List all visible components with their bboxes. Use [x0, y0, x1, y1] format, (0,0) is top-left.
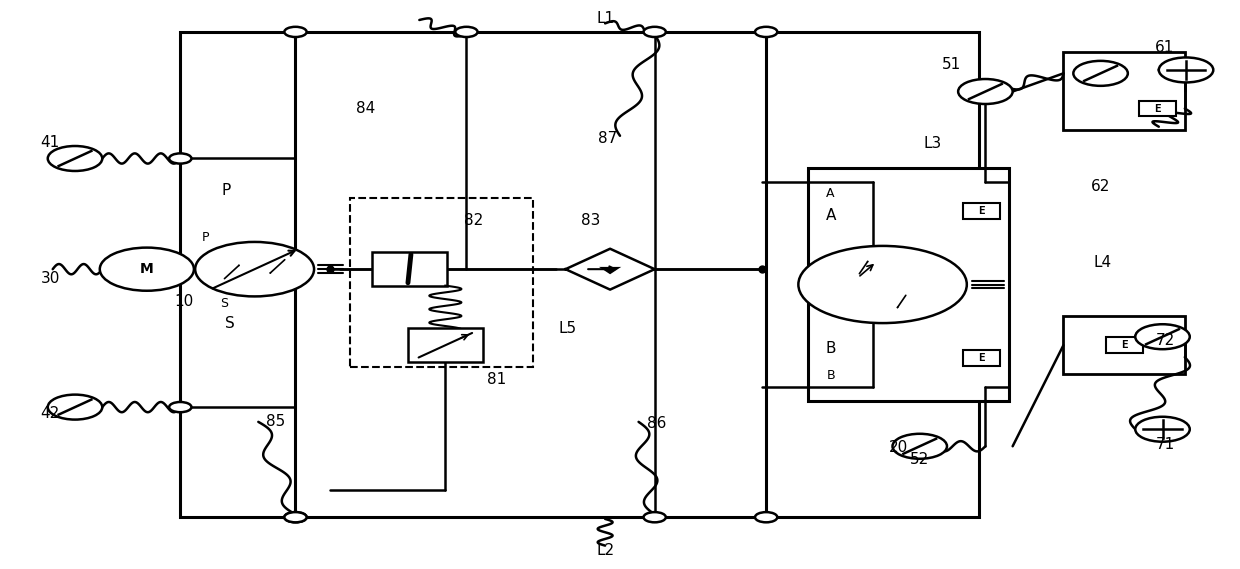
Text: L4: L4 — [1094, 255, 1112, 270]
Text: P: P — [201, 232, 208, 245]
Text: 84: 84 — [356, 101, 376, 116]
Circle shape — [48, 146, 102, 171]
Text: 71: 71 — [1156, 437, 1174, 452]
Text: B: B — [826, 341, 836, 356]
Circle shape — [284, 27, 306, 37]
Bar — [408, 328, 482, 362]
Text: L3: L3 — [923, 136, 941, 151]
Text: 51: 51 — [942, 57, 961, 72]
Circle shape — [284, 512, 306, 522]
Circle shape — [169, 154, 191, 164]
Text: 82: 82 — [464, 213, 484, 228]
Bar — [1140, 101, 1176, 117]
Text: 30: 30 — [41, 271, 60, 286]
Text: 81: 81 — [486, 372, 506, 387]
Circle shape — [1136, 417, 1189, 442]
Circle shape — [1159, 57, 1213, 83]
Text: 87: 87 — [598, 130, 618, 146]
Text: L2: L2 — [596, 543, 614, 558]
Circle shape — [959, 79, 1013, 104]
Text: L1: L1 — [596, 11, 614, 26]
Text: 52: 52 — [910, 452, 929, 467]
Bar — [372, 251, 446, 286]
Text: A: A — [826, 208, 836, 222]
Circle shape — [48, 395, 102, 419]
Bar — [963, 203, 1001, 218]
Circle shape — [799, 246, 967, 323]
Text: 42: 42 — [41, 406, 60, 422]
Circle shape — [284, 512, 306, 522]
Text: 85: 85 — [267, 414, 285, 430]
Bar — [808, 168, 1009, 401]
Circle shape — [755, 27, 777, 37]
Circle shape — [893, 434, 947, 459]
Text: B: B — [826, 369, 835, 382]
Bar — [350, 197, 533, 367]
Text: E: E — [978, 353, 985, 363]
Circle shape — [169, 402, 191, 412]
Circle shape — [755, 512, 777, 522]
Circle shape — [99, 248, 193, 291]
Circle shape — [195, 242, 314, 296]
Text: 20: 20 — [889, 440, 909, 455]
Text: 10: 10 — [175, 294, 193, 309]
Text: 86: 86 — [647, 416, 667, 431]
Circle shape — [1136, 324, 1189, 349]
Bar — [1106, 337, 1143, 353]
Circle shape — [1074, 61, 1128, 86]
Text: 83: 83 — [580, 213, 600, 228]
Text: E: E — [978, 206, 985, 216]
Text: 61: 61 — [1156, 40, 1174, 55]
Text: E: E — [1121, 340, 1127, 351]
Circle shape — [644, 512, 666, 522]
Text: L5: L5 — [559, 321, 577, 336]
Circle shape — [455, 27, 477, 37]
Text: P: P — [222, 183, 231, 199]
Polygon shape — [565, 249, 655, 290]
Text: M: M — [140, 262, 154, 276]
Text: S: S — [219, 296, 228, 310]
Text: E: E — [1154, 104, 1161, 114]
Polygon shape — [599, 267, 621, 274]
Text: 41: 41 — [41, 135, 60, 150]
Text: 72: 72 — [1156, 333, 1174, 348]
Bar — [1064, 52, 1184, 130]
Bar — [1064, 316, 1184, 374]
Text: S: S — [224, 316, 234, 331]
Text: 62: 62 — [1091, 179, 1110, 195]
Bar — [180, 32, 980, 517]
Text: A: A — [826, 187, 835, 200]
Bar — [963, 351, 1001, 366]
Circle shape — [644, 27, 666, 37]
